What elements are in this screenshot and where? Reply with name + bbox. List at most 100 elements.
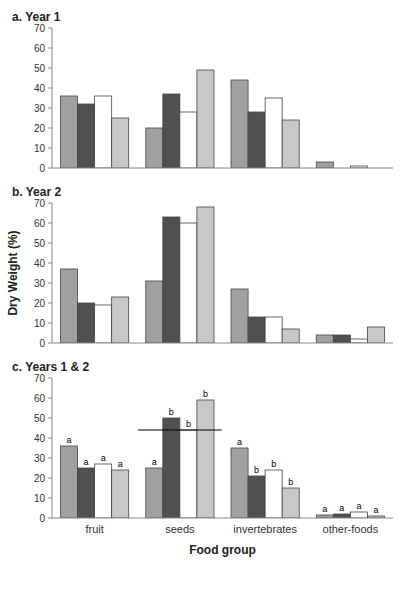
y-tick	[48, 438, 52, 439]
y-tick	[48, 263, 52, 264]
bar	[231, 448, 248, 518]
bar	[350, 339, 367, 343]
y-tick	[48, 303, 52, 304]
annotation: b	[186, 419, 191, 429]
y-tick	[48, 48, 52, 49]
y-tick	[48, 323, 52, 324]
y-tick-label: 10	[34, 318, 46, 329]
reference-line	[138, 429, 222, 430]
y-tick	[48, 223, 52, 224]
y-axis	[52, 203, 53, 343]
annotation: a	[237, 437, 242, 447]
annotation: a	[84, 457, 89, 467]
annotation: a	[356, 501, 361, 511]
annotation: a	[339, 503, 344, 513]
y-tick-label: 60	[34, 43, 46, 54]
bar	[248, 112, 265, 168]
bar	[282, 329, 299, 343]
bar	[367, 327, 384, 343]
annotation: a	[373, 505, 378, 515]
y-tick	[48, 203, 52, 204]
bar	[146, 468, 163, 518]
bar	[95, 305, 112, 343]
annotation: a	[152, 457, 157, 467]
figure: a. Year 1010203040506070b. Year 20102030…	[0, 0, 403, 599]
bar	[163, 94, 180, 168]
bar	[112, 470, 129, 518]
bar	[112, 297, 129, 343]
annotation: a	[118, 459, 123, 469]
bar	[78, 303, 95, 343]
bar	[197, 70, 214, 168]
y-tick-label: 20	[34, 123, 46, 134]
y-tick-label: 0	[39, 163, 45, 174]
y-tick-label: 20	[34, 473, 46, 484]
y-tick	[48, 398, 52, 399]
bar	[248, 476, 265, 518]
annotation: b	[271, 459, 276, 469]
bar	[248, 317, 265, 343]
x-axis-label: Food group	[189, 543, 256, 557]
bar	[78, 104, 95, 168]
annotation: a	[67, 435, 72, 445]
y-tick-label: 10	[34, 143, 46, 154]
x-axis	[52, 168, 393, 169]
y-tick	[48, 168, 52, 169]
y-tick-label: 70	[34, 198, 46, 209]
annotation: b	[288, 477, 293, 487]
bar	[61, 446, 78, 518]
x-tick-label: seeds	[165, 523, 195, 535]
y-tick	[48, 518, 52, 519]
bar	[78, 468, 95, 518]
y-tick-label: 0	[39, 513, 45, 524]
bar	[180, 112, 197, 168]
y-axis	[52, 378, 53, 518]
x-tick-label: other-foods	[323, 523, 379, 535]
x-tick-label: invertebrates	[233, 523, 297, 535]
y-tick-label: 10	[34, 493, 46, 504]
panel-title: c. Years 1 & 2	[12, 360, 90, 374]
annotation: a	[101, 453, 106, 463]
y-tick	[48, 243, 52, 244]
bar	[112, 118, 129, 168]
bar	[95, 96, 112, 168]
y-tick-label: 70	[34, 23, 46, 34]
bar	[163, 418, 180, 518]
bar	[163, 217, 180, 343]
annotation: b	[254, 465, 259, 475]
bar	[197, 400, 214, 518]
bar	[333, 335, 350, 343]
bar	[282, 488, 299, 518]
bar	[265, 470, 282, 518]
annotation: b	[169, 407, 174, 417]
bars	[61, 400, 385, 518]
y-tick-label: 20	[34, 298, 46, 309]
y-tick	[48, 128, 52, 129]
bars	[61, 70, 368, 168]
bar	[180, 430, 197, 518]
annotation: a	[322, 504, 327, 514]
y-tick-label: 30	[34, 278, 46, 289]
y-tick-label: 40	[34, 433, 46, 444]
bar	[282, 120, 299, 168]
bar	[146, 128, 163, 168]
bars	[61, 207, 385, 343]
y-tick-label: 60	[34, 393, 46, 404]
y-tick-label: 30	[34, 103, 46, 114]
y-tick-label: 0	[39, 338, 45, 349]
y-tick	[48, 498, 52, 499]
bar	[61, 269, 78, 343]
y-tick	[48, 343, 52, 344]
y-tick	[48, 478, 52, 479]
bar	[197, 207, 214, 343]
y-tick	[48, 458, 52, 459]
y-axis-label: Dry Weight (%)	[6, 230, 20, 315]
y-tick-label: 50	[34, 63, 46, 74]
y-tick-label: 40	[34, 83, 46, 94]
bar	[265, 317, 282, 343]
y-tick	[48, 88, 52, 89]
x-axis	[52, 343, 393, 344]
bar	[61, 96, 78, 168]
bar	[316, 335, 333, 343]
y-tick-label: 70	[34, 373, 46, 384]
